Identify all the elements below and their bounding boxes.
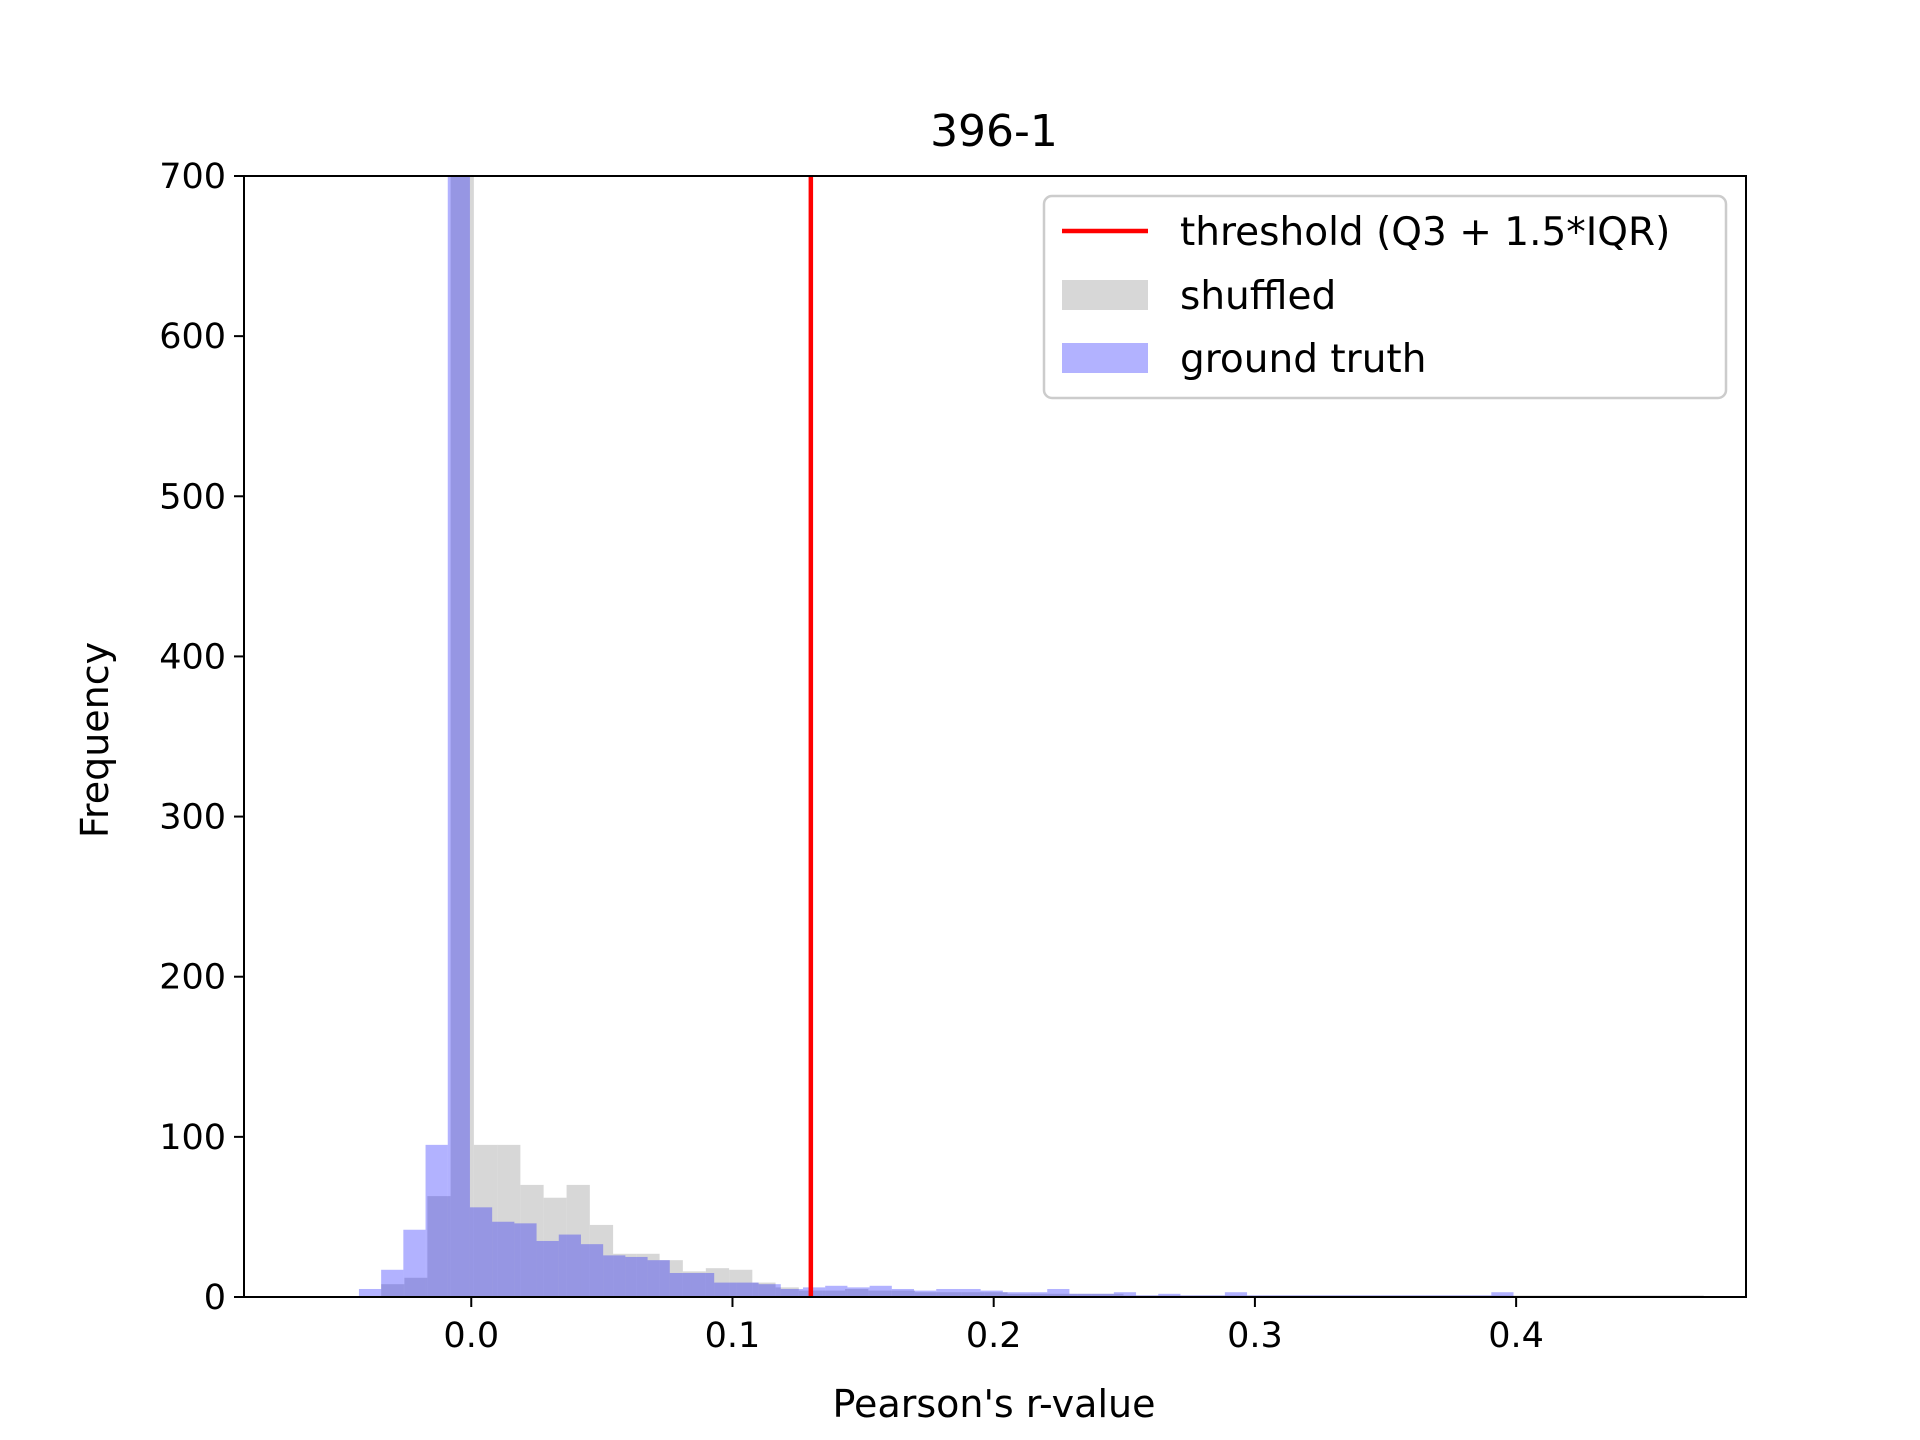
y-tick-label: 200 [159, 958, 226, 998]
x-tick-label: 0.4 [1488, 1316, 1544, 1356]
shuffled-bar [381, 1284, 405, 1297]
ground-truth-bar [803, 1287, 826, 1297]
legend-box [1042, 194, 1728, 400]
chart-title: 396-1 [930, 106, 1058, 157]
shuffled-bar [636, 1253, 660, 1297]
y-tick-label: 0 [204, 1278, 226, 1318]
ground-truth-bar [425, 1144, 448, 1297]
shuffled-bar [984, 1292, 1008, 1297]
ground-truth-bar [691, 1272, 715, 1297]
shuffled-bar [543, 1197, 567, 1297]
ground-truth-bar [536, 1240, 559, 1297]
shuffled-bar [891, 1290, 915, 1297]
shuffled-bar [589, 1224, 614, 1297]
shuffled-bar [1077, 1293, 1101, 1297]
ground-truth-bar [1047, 1288, 1070, 1297]
y-tick-label: 700 [159, 157, 226, 197]
ground-truth-bar [825, 1285, 848, 1297]
ground-truth-bar [580, 1244, 604, 1297]
x-tick-label: 0.3 [1227, 1316, 1283, 1356]
y-tick-label: 300 [159, 798, 226, 838]
shuffled-bar [473, 1144, 498, 1297]
shuffled-bar [705, 1268, 730, 1297]
shuffled-bar [1100, 1293, 1124, 1297]
shuffled-bar [613, 1253, 637, 1297]
shuffled-bar [938, 1292, 962, 1297]
ground-truth-bar [381, 1269, 404, 1297]
x-tick-label: 0.1 [705, 1316, 761, 1356]
ground-truth-bar [914, 1290, 937, 1297]
ground-truth-bar [1224, 1292, 1248, 1297]
ground-truth-bar [736, 1282, 759, 1297]
ground-truth-bar [1491, 1292, 1514, 1297]
x-axis-label: Pearson's r-value [833, 1382, 1156, 1426]
shuffled-bar [404, 1277, 428, 1297]
ground-truth-bar [714, 1282, 737, 1297]
shuffled-bar [914, 1292, 939, 1297]
ground-truth-bar [403, 1229, 426, 1297]
ground-truth-bar [1002, 1292, 1026, 1297]
ground-truth-bar [469, 1207, 493, 1297]
ground-truth-bar [1069, 1293, 1092, 1297]
ground-truth-bar [958, 1288, 981, 1297]
legend-shuffled-swatch [1062, 280, 1148, 310]
ground-truth-bar [1025, 1292, 1048, 1297]
shuffled-bar [427, 1196, 451, 1297]
shuffled-series [381, 176, 1704, 1297]
shuffled-bar [1007, 1293, 1031, 1297]
shuffled-bar [1054, 1293, 1078, 1297]
legend: threshold (Q3 + 1.5*IQR) shuffled ground… [1042, 194, 1728, 400]
ground-truth-bar [514, 1223, 537, 1297]
ground-truth-bar [1091, 1293, 1114, 1297]
shuffled-bar [729, 1269, 753, 1297]
ground-truth-bar [358, 1288, 382, 1297]
legend-ground-truth-swatch [1062, 343, 1148, 373]
ground-truth-bar [625, 1256, 648, 1297]
y-axis-ticks: 0 100 200 300 400 500 600 700 [159, 157, 244, 1318]
ground-truth-bar [891, 1288, 915, 1297]
legend-shuffled-label: shuffled [1180, 274, 1336, 319]
ground-truth-bar [869, 1285, 892, 1297]
ground-truth-bar [780, 1288, 803, 1297]
y-tick-label: 100 [159, 1118, 226, 1158]
shuffled-bar [659, 1260, 683, 1297]
ground-truth-bar [1158, 1293, 1181, 1297]
shuffled-bar [1030, 1293, 1055, 1297]
ground-truth-bar [936, 1288, 959, 1297]
plot-frame [243, 175, 1747, 1298]
ground-truth-bar [603, 1255, 626, 1297]
ground-truth-series [358, 176, 1514, 1297]
ground-truth-bar [647, 1260, 670, 1297]
y-tick-label: 500 [159, 477, 226, 517]
legend-ground-truth-label: ground truth [1180, 337, 1426, 382]
shuffled-bar [450, 176, 474, 1297]
shuffled-bar [566, 1184, 590, 1297]
y-axis-label: Frequency [73, 642, 117, 838]
shuffled-bar [822, 1290, 846, 1297]
ground-truth-bar [492, 1221, 515, 1297]
shuffled-bar [961, 1292, 985, 1297]
shuffled-bar [775, 1287, 799, 1297]
ground-truth-bar [758, 1284, 781, 1297]
ground-truth-bar [980, 1290, 1003, 1297]
shuffled-bar [868, 1290, 892, 1297]
ground-truth-bar [669, 1272, 692, 1297]
shuffled-bar [845, 1288, 869, 1297]
shuffled-bar [682, 1271, 706, 1297]
x-axis-ticks: 0.0 0.1 0.2 0.3 0.4 [443, 1297, 1544, 1356]
ground-truth-bar [1113, 1292, 1137, 1297]
legend-threshold-label: threshold (Q3 + 1.5*IQR) [1180, 210, 1670, 255]
shuffled-bar [752, 1282, 776, 1297]
x-tick-label: 0.0 [443, 1316, 499, 1356]
ground-truth-bar [558, 1234, 581, 1297]
ground-truth-bar [847, 1287, 870, 1297]
y-tick-label: 400 [159, 637, 226, 677]
x-tick-label: 0.2 [966, 1316, 1022, 1356]
shuffled-bar [520, 1184, 544, 1297]
ground-truth-bar [447, 176, 470, 1297]
y-tick-label: 600 [159, 317, 226, 357]
shuffled-bar [497, 1144, 521, 1297]
